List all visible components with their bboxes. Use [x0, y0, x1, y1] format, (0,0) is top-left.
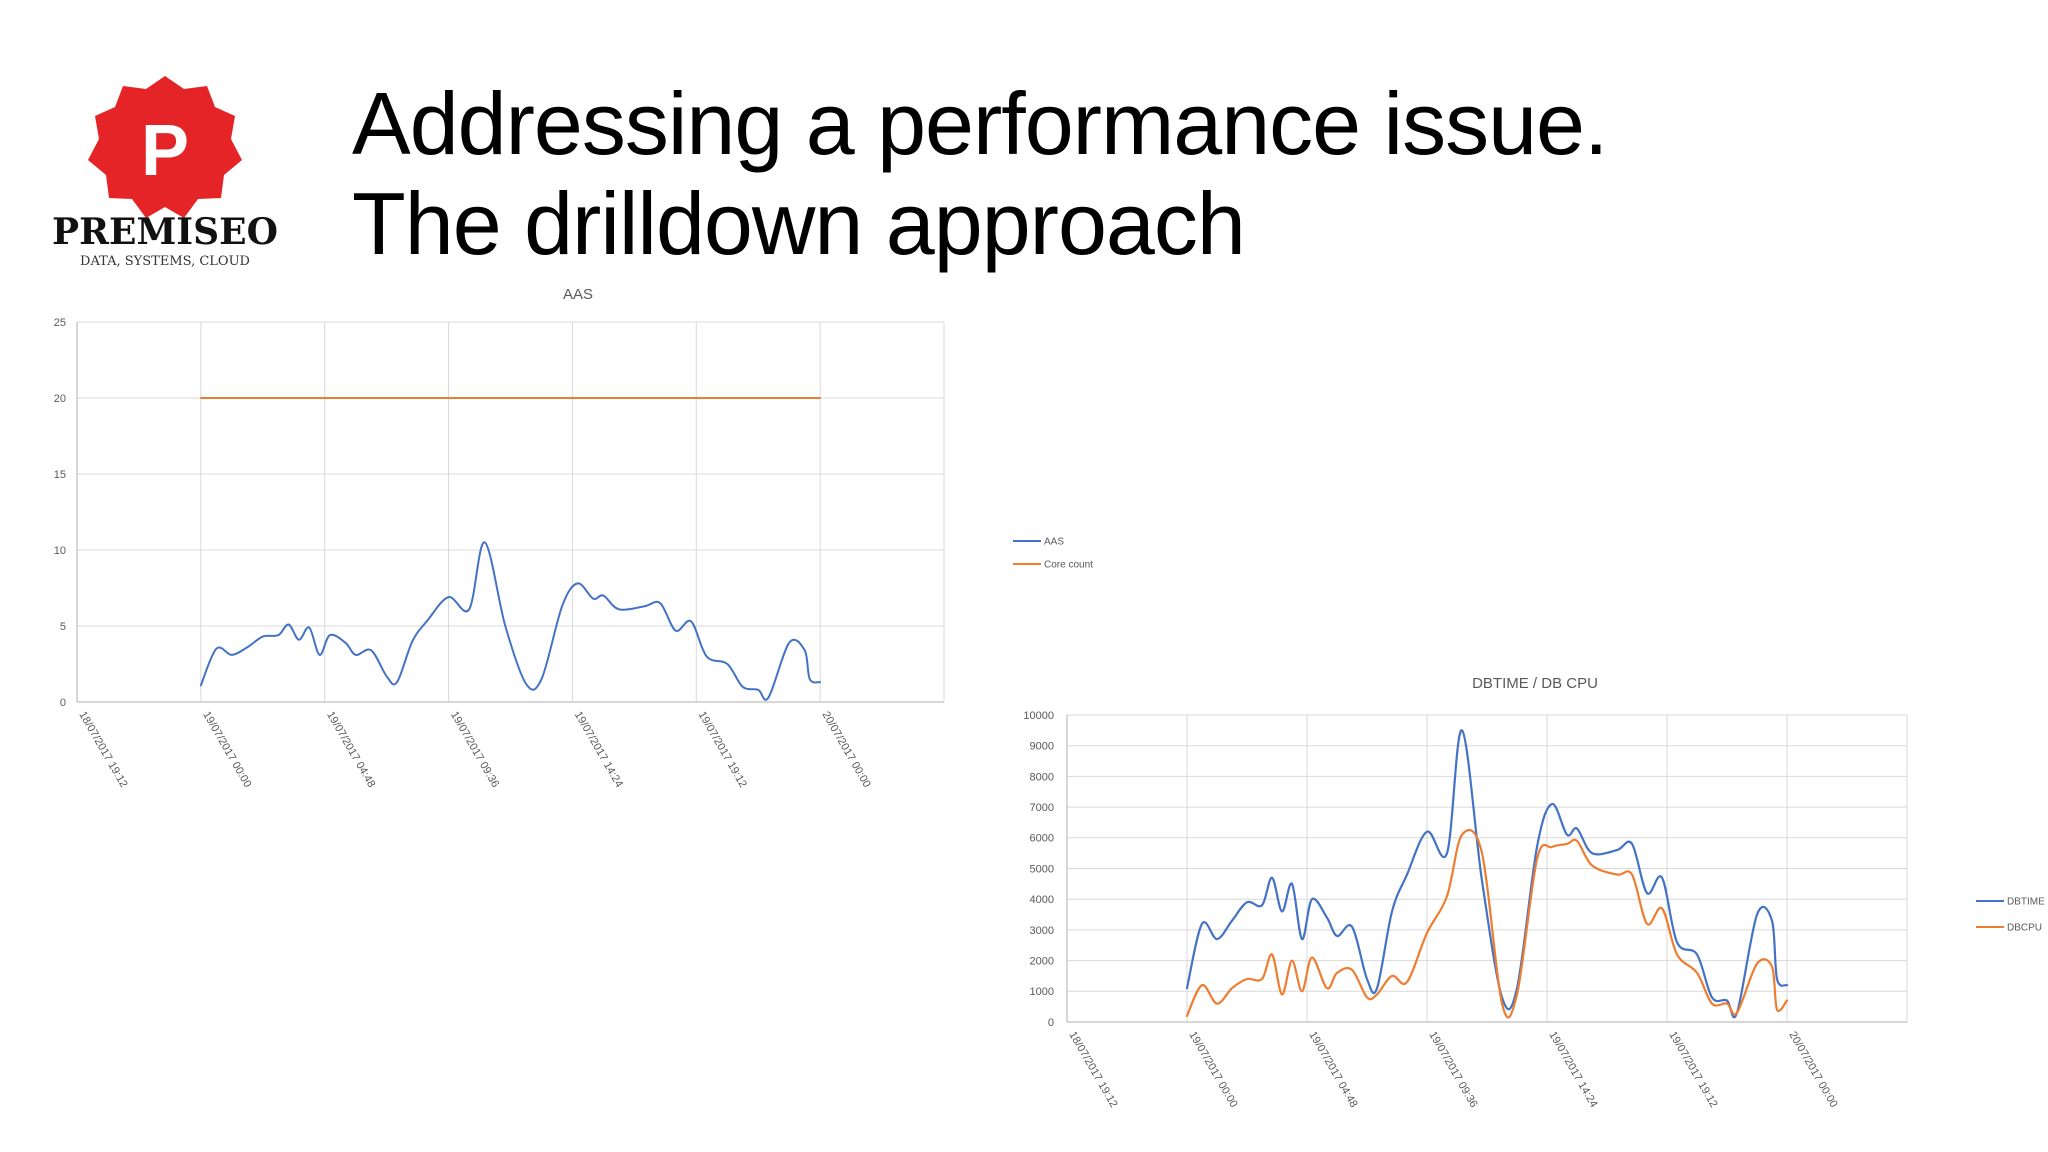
aas-y-tick-label: 20	[54, 393, 66, 405]
dbtime-y-tick-label: 1000	[1030, 986, 1054, 998]
dbtime-series-dbcpu-line	[1185, 828, 1789, 1019]
aas-y-tick-label: 15	[54, 469, 66, 481]
aas-x-tick-label: 19/07/2017 04:48	[324, 710, 377, 790]
aas-title: AAS	[563, 286, 593, 303]
aas-x-tick-label: 19/07/2017 19:12	[696, 710, 749, 790]
aas-x-tick-label: 19/07/2017 14:24	[572, 710, 625, 790]
dbtime-x-tick-label: 20/07/2017 00:00	[1786, 1030, 1839, 1110]
dbtime-y-tick-label: 7000	[1030, 802, 1054, 814]
title-line-2: The drilldown approach	[352, 174, 1246, 273]
dbtime-legend-label-dbtime: DBTIME	[2007, 897, 2045, 908]
aas-y-tick-label: 25	[54, 317, 66, 329]
dbtime-dbcpu-chart: DBTIME / DB CPU 0 1000 2000 3000 4000 5000 6000…	[1023, 675, 2045, 1110]
dbtime-y-tick-label: 10000	[1023, 710, 1054, 722]
dbtime-y-tick-label: 6000	[1030, 833, 1054, 845]
logo-graphic: P PREMISEO DATA, SYSTEMS, CLOUD	[52, 76, 278, 269]
aas-x-tick-label: 19/07/2017 09:36	[448, 710, 501, 790]
page-title: Addressing a performance issue. The dril…	[352, 74, 1608, 274]
premiseo-logo: P PREMISEO DATA, SYSTEMS, CLOUD	[40, 72, 300, 272]
aas-legend-label-aas: AAS	[1044, 537, 1064, 548]
dbtime-x-tick-label: 19/07/2017 00:00	[1186, 1030, 1239, 1110]
logo-brand: PREMISEO	[52, 211, 278, 253]
dbtime-x-tick-label: 19/07/2017 04:48	[1306, 1030, 1359, 1110]
dbtime-x-tick-label: 19/07/2017 14:24	[1546, 1030, 1599, 1110]
dbtime-legend-label-dbcpu: DBCPU	[2007, 923, 2042, 934]
dbtime-y-tick-label: 5000	[1030, 863, 1054, 875]
dbtime-x-tick-label: 19/07/2017 09:36	[1426, 1030, 1479, 1110]
dbtime-y-tick-label: 0	[1048, 1017, 1054, 1029]
dbtime-y-tick-label: 3000	[1030, 925, 1054, 937]
logo-tagline: DATA, SYSTEMS, CLOUD	[80, 254, 250, 269]
dbtime-x-tick-label: 19/07/2017 19:12	[1666, 1030, 1719, 1110]
aas-y-tick-label: 5	[60, 621, 66, 633]
aas-x-tick-label: 18/07/2017 19:12	[76, 710, 129, 790]
dbtime-title: DBTIME / DB CPU	[1472, 675, 1598, 692]
aas-series-aas-line	[199, 541, 822, 701]
title-line-1: Addressing a performance issue.	[352, 74, 1608, 173]
dbtime-x-tick-label: 18/07/2017 19:12	[1066, 1030, 1119, 1110]
aas-y-tick-label: 10	[54, 545, 66, 557]
dbtime-y-tick-label: 9000	[1030, 741, 1054, 753]
dbtime-y-tick-label: 8000	[1030, 771, 1054, 783]
aas-legend-label-core-count: Core count	[1044, 560, 1093, 571]
aas-x-tick-label: 19/07/2017 00:00	[200, 710, 253, 790]
dbtime-y-tick-label: 4000	[1030, 894, 1054, 906]
aas-y-tick-label: 0	[60, 697, 66, 709]
logo-badge-shape	[88, 76, 242, 218]
aas-chart: AAS 0 5 10 15 20 25 18/07/2017 19:12 19/07/2017 …	[54, 286, 1093, 790]
aas-x-tick-label: 20/07/2017 00:00	[820, 710, 873, 790]
logo-letter: P	[141, 111, 189, 191]
dbtime-series-dbtime-line	[1185, 729, 1789, 1019]
dbtime-y-tick-label: 2000	[1030, 955, 1054, 967]
